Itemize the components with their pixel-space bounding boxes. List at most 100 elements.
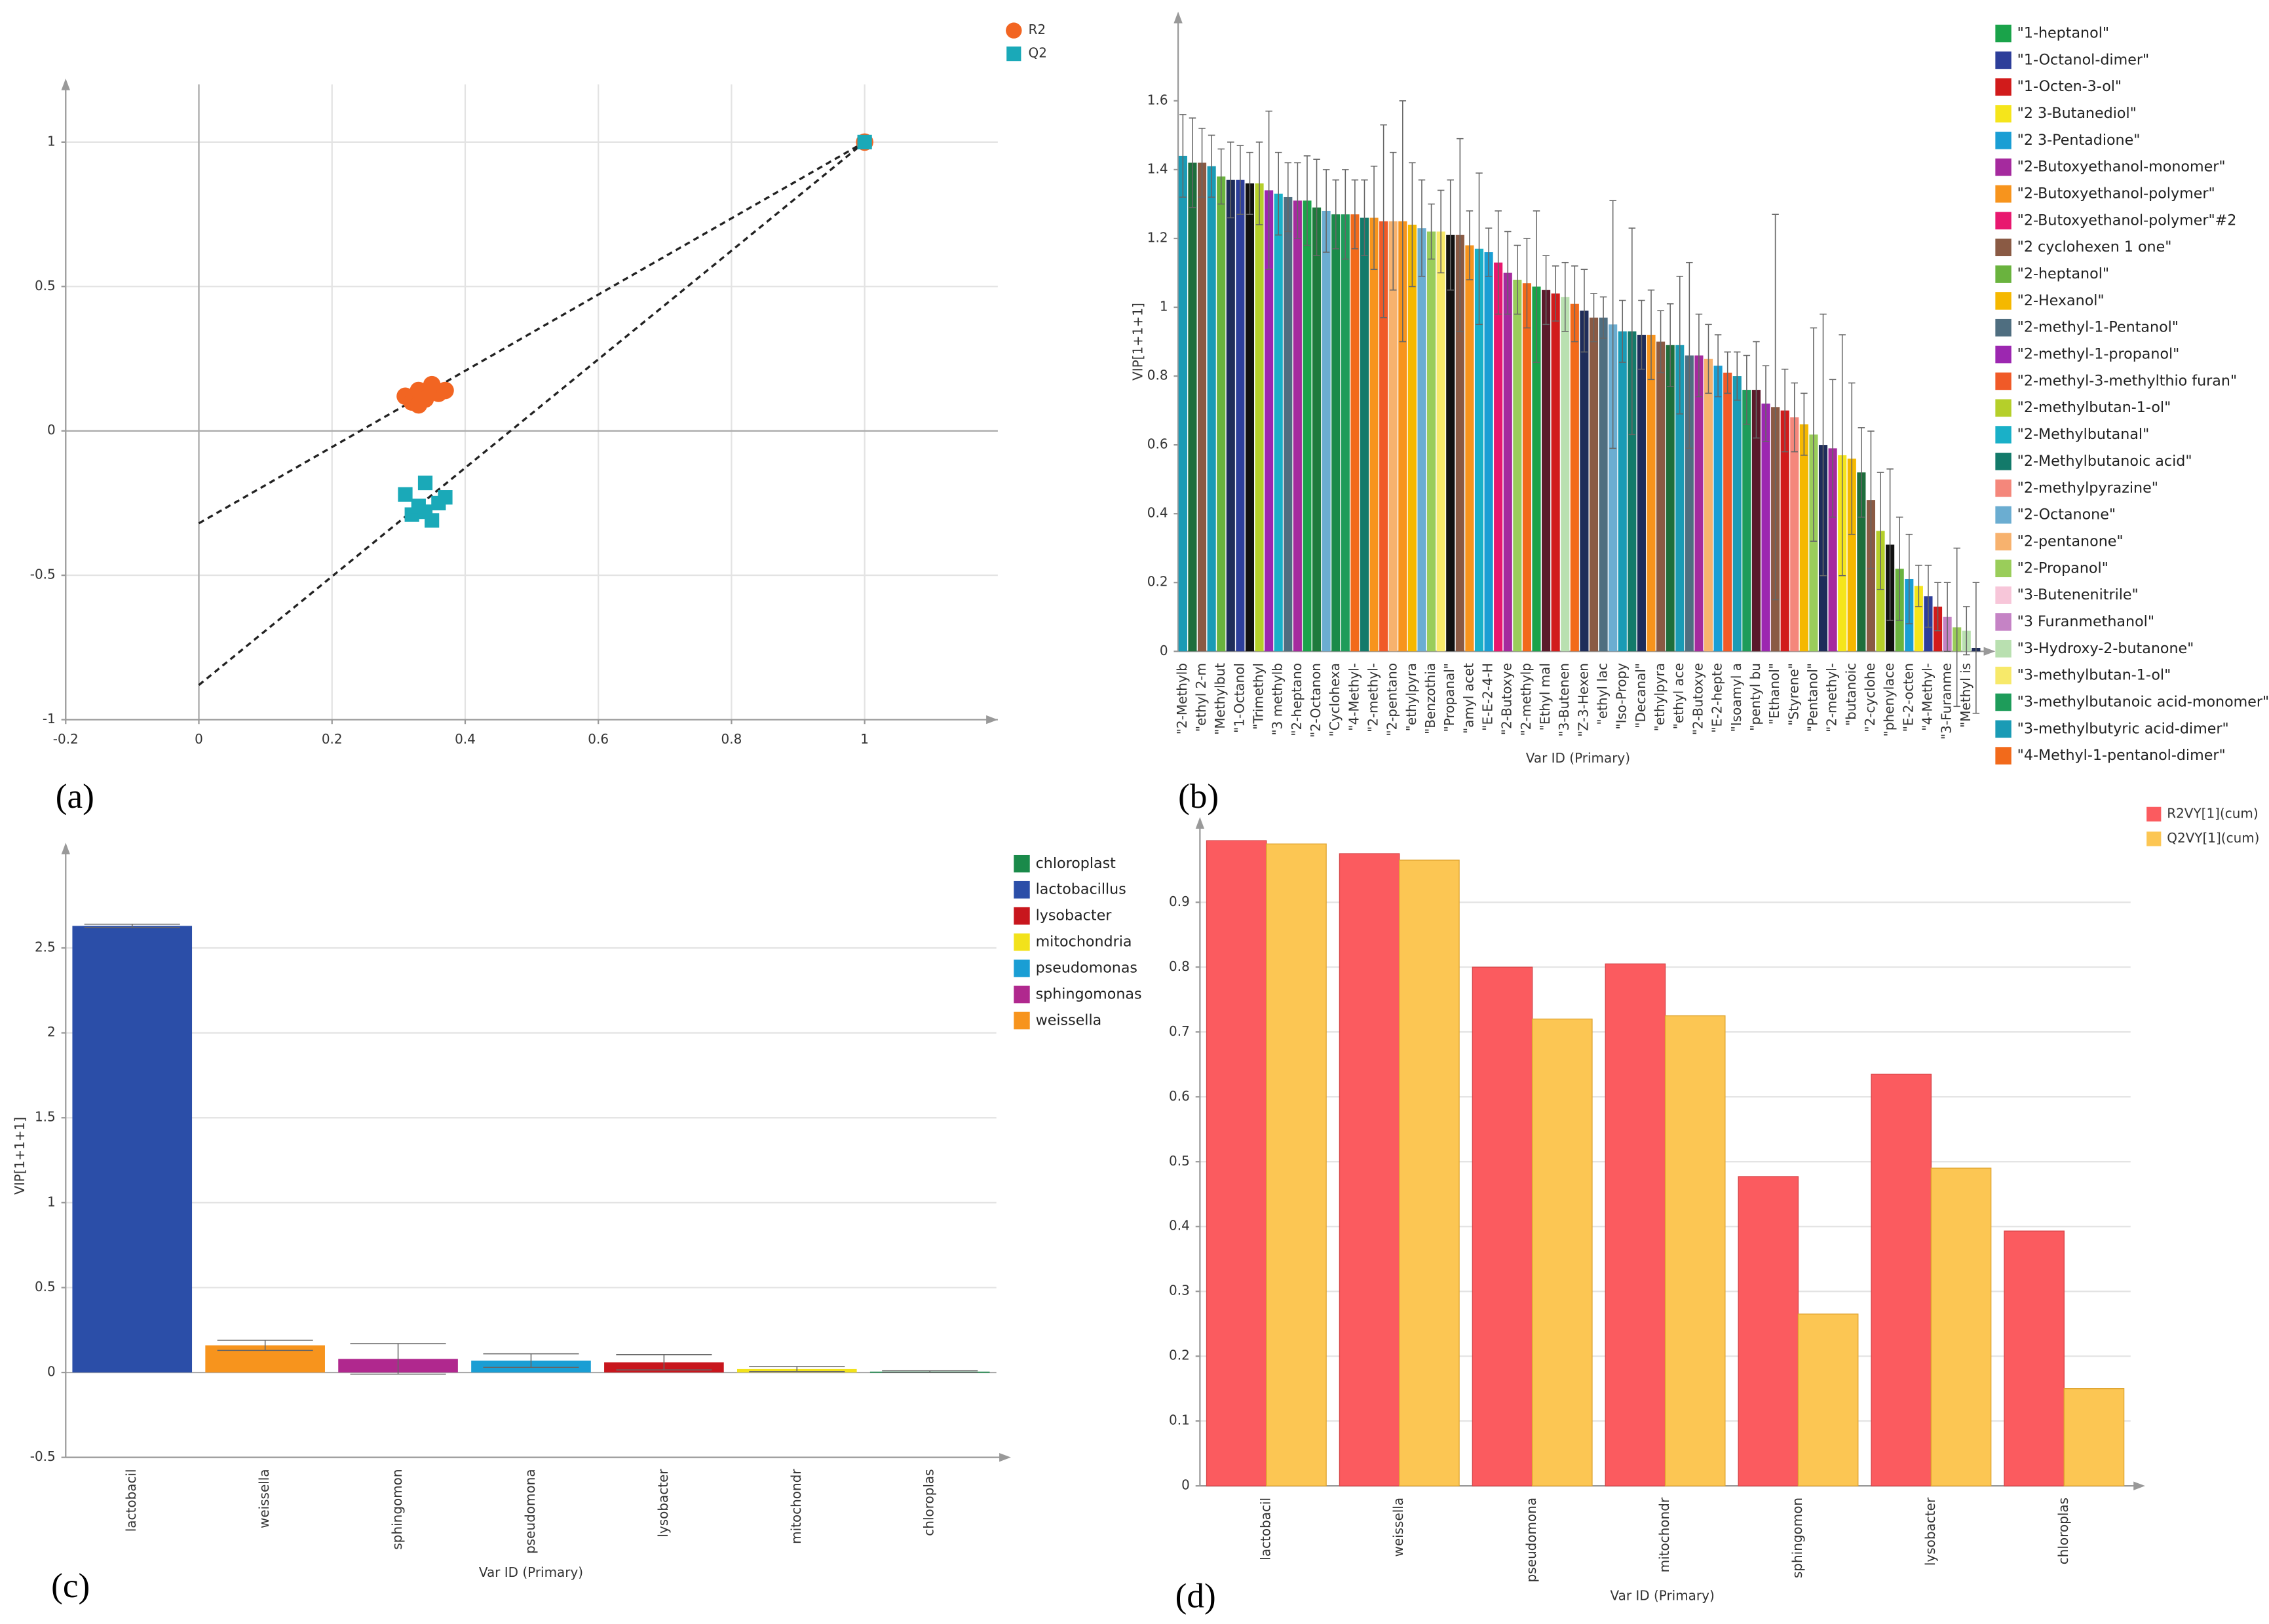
x-tick-label: "2-Octanon (1308, 663, 1324, 738)
legend-marker (1995, 292, 2012, 310)
x-tick-label: "phenylace (1881, 663, 1897, 736)
legend-marker (1995, 78, 2012, 96)
legend-marker (1014, 880, 1030, 899)
x-tick-label: 0.8 (721, 731, 742, 747)
axis-arrow (61, 842, 70, 855)
x-axis-title: Var ID (Primary) (1610, 1587, 1714, 1603)
legend-label: pseudomonas (1036, 960, 1137, 977)
x-tick-label: "2-Butoxye (1499, 663, 1515, 735)
axis-arrow (999, 1453, 1011, 1462)
legend-marker (1014, 1011, 1030, 1030)
bar (1236, 179, 1245, 652)
x-tick-label: "Pentanol" (1804, 663, 1820, 732)
y-tick-label: 0.9 (1169, 894, 1190, 909)
bar (1609, 324, 1618, 652)
y-tick-label: 0.2 (1169, 1348, 1190, 1363)
legend-label: chloroplast (1036, 855, 1116, 872)
y-tick-label: 0.5 (35, 278, 56, 293)
y-tick-label: 0 (1160, 643, 1168, 658)
bar (1531, 1018, 1593, 1486)
bar (72, 926, 193, 1373)
point (438, 490, 453, 505)
x-tick-label: "Styrene" (1785, 663, 1801, 726)
legend-marker (1995, 720, 2012, 738)
y-tick-label: 0.5 (35, 1279, 56, 1294)
y-tick-label: 2 (47, 1024, 56, 1040)
point (410, 396, 428, 414)
bar (1847, 459, 1856, 652)
y-tick-label: 1.2 (1147, 229, 1168, 245)
y-tick-label: 0.6 (1169, 1088, 1190, 1104)
point (417, 504, 433, 519)
legend-label: "2 3-Butanediol" (2017, 105, 2137, 122)
x-tick-label: "2-methylp (1518, 663, 1534, 736)
y-tick-label: 1.4 (1147, 161, 1168, 176)
bar (2004, 1230, 2065, 1486)
bar (1312, 207, 1322, 652)
x-tick-label: "ethylpyra (1652, 663, 1668, 731)
bar (1761, 404, 1770, 652)
legend-marker (1014, 907, 1030, 925)
legend-label: "3-Butenenitrile" (2017, 586, 2139, 603)
bar (1274, 193, 1283, 652)
bar (1417, 228, 1426, 652)
panel-label: (d) (1175, 1576, 1216, 1615)
bar (1876, 531, 1885, 652)
bar (1388, 221, 1398, 652)
x-tick-label: "Ethyl mal (1537, 663, 1553, 730)
x-tick-label: "2-cyclohe (1862, 663, 1878, 732)
x-axis-title: Var ID (Primary) (1526, 750, 1630, 766)
bar (1713, 366, 1723, 652)
legend-marker (1006, 22, 1022, 39)
x-tick-label: "Benzothia (1422, 663, 1438, 734)
bar (1561, 297, 1570, 652)
x-tick-label: 0.2 (322, 731, 343, 747)
legend-label: "1-Octen-3-ol" (2017, 78, 2122, 95)
x-tick-label: "3-Butenen (1556, 663, 1572, 736)
bar (1542, 290, 1551, 652)
legend-label: "2 cyclohexen 1 one" (2017, 238, 2172, 255)
bar (1399, 859, 1460, 1486)
bar (1446, 235, 1455, 652)
legend-marker (1995, 426, 2012, 444)
bar (1666, 345, 1675, 652)
legend-label: "2 3-Pentadione" (2017, 132, 2141, 149)
bar (1350, 214, 1360, 652)
legend-marker (1995, 747, 2012, 765)
bar (1407, 224, 1417, 652)
legend-marker (1995, 372, 2012, 390)
bar (1618, 331, 1627, 652)
fit-line (198, 141, 866, 686)
legend-label: "2-Hexanol" (2017, 292, 2105, 309)
x-tick-label: "4-Methyl- (1346, 663, 1362, 731)
legend-label: "2-methyl-3-methylthio furan" (2017, 372, 2238, 389)
legend-marker (2146, 831, 2162, 846)
legend-marker (1014, 933, 1030, 951)
bar (1303, 200, 1312, 652)
bar (1474, 248, 1484, 652)
bar (1455, 235, 1464, 652)
y-tick-label: -0.5 (30, 567, 56, 582)
x-tick-label: 1 (860, 731, 869, 747)
x-tick-label: "4-Methyl- (1919, 663, 1935, 731)
legend-marker (1995, 613, 2012, 631)
legend-marker (1995, 132, 2012, 149)
x-tick-label: "2-methyl- (1365, 663, 1381, 732)
bar (1738, 1176, 1799, 1486)
y-tick-label: 0.5 (1169, 1153, 1190, 1169)
x-tick-label: "2-methyl- (1824, 663, 1840, 732)
legend-marker (1995, 24, 2012, 43)
bar (1675, 345, 1685, 652)
x-tick-label: "ethyl ace (1671, 663, 1687, 729)
x-tick-label: weissella (256, 1469, 272, 1528)
x-tick-label: sphingomon (389, 1469, 405, 1549)
legend-label: R2VY[1](cum) (2167, 805, 2258, 821)
legend-label: "2-Methylbutanal" (2017, 426, 2150, 443)
x-tick-label: "2-Methylb (1174, 663, 1190, 734)
y-tick-label: 0.8 (1169, 958, 1190, 974)
x-tick-label: "1-Octanol (1231, 663, 1247, 733)
x-tick-label: chloroplas (921, 1469, 937, 1536)
x-tick-label: "Z-3-Hexen (1575, 663, 1591, 737)
bar (1522, 283, 1531, 652)
